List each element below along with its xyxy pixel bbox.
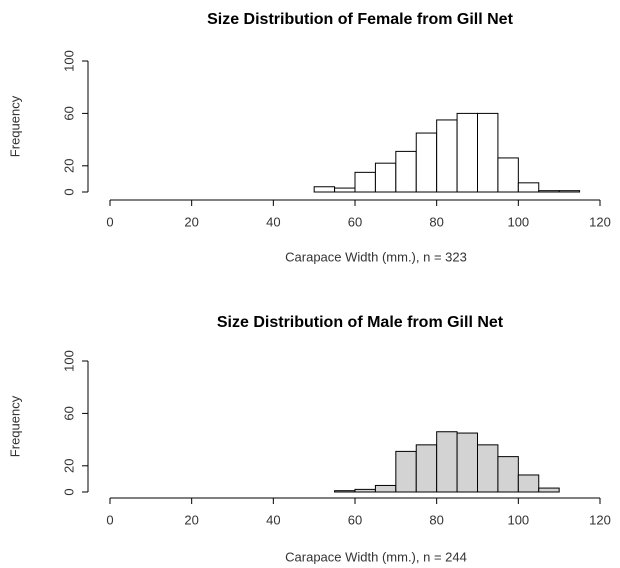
y-axis-label: Frequency [7,395,22,457]
x-tick-label: 80 [429,512,443,527]
histogram-bar [498,457,518,492]
x-tick-label: 20 [184,214,198,229]
histogram-bar [335,491,355,492]
histogram-bar [457,433,477,492]
histogram-bar [437,120,457,192]
histogram-bar [518,183,538,192]
histogram-bar [498,158,518,192]
x-tick-label: 40 [266,214,280,229]
chart-title: Size Distribution of Male from Gill Net [217,314,504,331]
y-tick-label: 0 [61,488,76,495]
histogram-bar [478,113,498,192]
x-tick-label: 60 [348,214,362,229]
y-tick-label: 20 [61,159,76,173]
histogram-bar [396,151,416,192]
x-tick-label: 100 [507,512,529,527]
x-tick-label: 80 [429,214,443,229]
x-tick-label: 120 [589,512,611,527]
histogram-bar [539,191,559,192]
chart-title: Size Distribution of Female from Gill Ne… [207,11,513,28]
x-tick-label: 0 [106,214,113,229]
x-tick-label: 60 [348,512,362,527]
y-tick-label: 60 [61,106,76,120]
x-axis-label: Carapace Width (mm.), n = 244 [285,549,467,564]
histogram-bar [437,432,457,492]
x-tick-label: 100 [507,214,529,229]
y-tick-label: 100 [61,350,76,372]
x-axis-label: Carapace Width (mm.), n = 323 [285,249,467,264]
histogram-bar [355,489,375,492]
histogram-bar [539,488,559,492]
y-tick-label: 0 [61,188,76,195]
histogram-bar [355,172,375,192]
histogram-bar [416,133,436,192]
histogram-bar [416,445,436,492]
x-tick-label: 40 [266,512,280,527]
chart-page: Size Distribution of Female from Gill Ne… [0,0,620,568]
y-tick-label: 20 [61,459,76,473]
histogram-bar [375,163,395,192]
x-tick-label: 0 [106,512,113,527]
histogram-bar [335,188,355,192]
histogram-bar [478,445,498,492]
y-axis-label: Frequency [7,95,22,157]
histogram-bar [457,113,477,192]
histogram-bar [559,191,579,192]
histogram-bar [396,451,416,492]
y-tick-label: 100 [61,50,76,72]
histogram-bar [314,187,334,192]
x-tick-label: 20 [184,512,198,527]
y-tick-label: 60 [61,406,76,420]
x-tick-label: 120 [589,214,611,229]
histogram-bar [518,475,538,492]
histogram-bar [375,485,395,492]
